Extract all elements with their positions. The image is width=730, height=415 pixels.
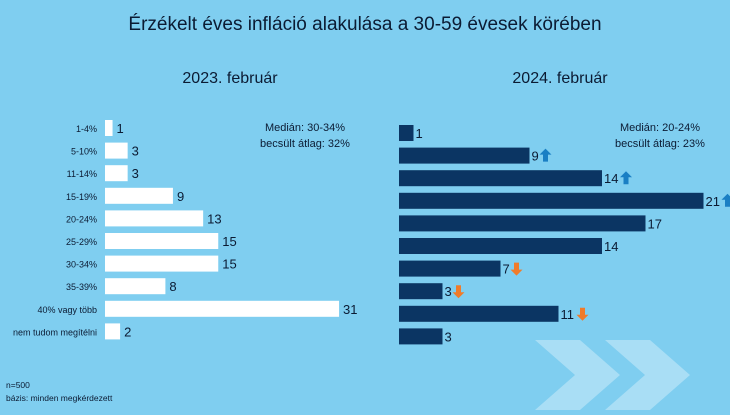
value-label-2024: 9 — [532, 149, 539, 164]
bar-2024 — [399, 148, 530, 164]
arrow-down-icon — [577, 308, 589, 321]
bar-2024 — [399, 328, 443, 344]
bar-2023 — [105, 188, 173, 204]
category-label-2023: 15-19% — [66, 192, 97, 202]
category-label-2023: 30-34% — [66, 260, 97, 270]
category-label-2023: 1-4% — [76, 124, 97, 134]
value-label-2023: 31 — [343, 302, 357, 317]
category-label-2023: 20-24% — [66, 214, 97, 224]
arrow-down-icon — [453, 285, 465, 298]
value-label-2024: 14 — [604, 171, 618, 186]
bar-2024 — [399, 215, 646, 231]
bar-2023 — [105, 210, 203, 226]
value-label-2024: 14 — [604, 239, 618, 254]
value-label-2023: 8 — [169, 279, 176, 294]
value-label-2024: 17 — [648, 216, 662, 231]
value-label-2023: 2 — [124, 324, 131, 339]
base-note: bázis: minden megkérdezett — [6, 393, 112, 403]
value-label-2024: 1 — [416, 126, 423, 141]
category-label-2023: 11-14% — [67, 169, 97, 179]
bar-2023 — [105, 256, 218, 272]
bar-2023 — [105, 143, 128, 159]
sample-size: n=500 — [6, 380, 30, 390]
value-label-2023: 13 — [207, 211, 221, 226]
bar-2023 — [105, 323, 120, 339]
bar-2023 — [105, 233, 218, 249]
bar-2024 — [399, 193, 704, 209]
bar-2023 — [105, 278, 165, 294]
arrow-up-icon — [620, 171, 632, 184]
bar-2024 — [399, 238, 602, 254]
bar-2024 — [399, 261, 501, 277]
value-label-2024: 11 — [561, 307, 575, 322]
arrow-down-icon — [511, 263, 523, 276]
value-label-2023: 15 — [222, 257, 236, 272]
bar-2023 — [105, 301, 339, 317]
value-label-2023: 3 — [132, 144, 139, 159]
value-label-2023: 15 — [222, 234, 236, 249]
arrow-up-icon — [540, 149, 552, 162]
arrow-up-icon — [722, 194, 730, 207]
bar-2024 — [399, 283, 443, 299]
category-label-2023: 25-29% — [66, 237, 97, 247]
bar-2023 — [105, 165, 128, 181]
value-label-2024: 7 — [503, 262, 510, 277]
category-label-2023: 35-39% — [66, 282, 97, 292]
category-label-2023: 40% vagy több — [37, 305, 97, 315]
bar-2024 — [399, 125, 414, 141]
value-label-2024: 3 — [445, 284, 452, 299]
value-label-2023: 1 — [117, 121, 124, 136]
value-label-2024: 3 — [445, 329, 452, 344]
value-label-2024: 21 — [706, 194, 720, 209]
category-label-2023: 5-10% — [71, 147, 97, 157]
value-label-2023: 3 — [132, 166, 139, 181]
bar-2023 — [105, 120, 113, 136]
category-label-2023: nem tudom megítélni — [13, 327, 97, 337]
value-label-2023: 9 — [177, 189, 184, 204]
bar-2024 — [399, 170, 602, 186]
bar-2024 — [399, 306, 559, 322]
